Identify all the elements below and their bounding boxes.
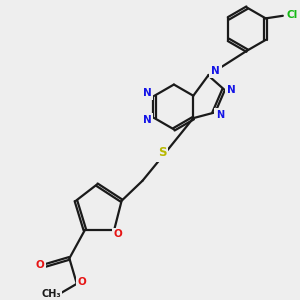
Text: Cl: Cl	[286, 10, 297, 20]
Text: S: S	[158, 146, 166, 159]
Text: O: O	[78, 277, 87, 287]
Text: N: N	[211, 66, 220, 76]
Text: N: N	[143, 88, 152, 98]
Text: O: O	[36, 260, 44, 270]
Text: N: N	[216, 110, 224, 120]
Text: N: N	[143, 115, 152, 125]
Text: N: N	[227, 85, 236, 95]
Text: CH₃: CH₃	[41, 289, 61, 299]
Text: O: O	[114, 230, 123, 239]
